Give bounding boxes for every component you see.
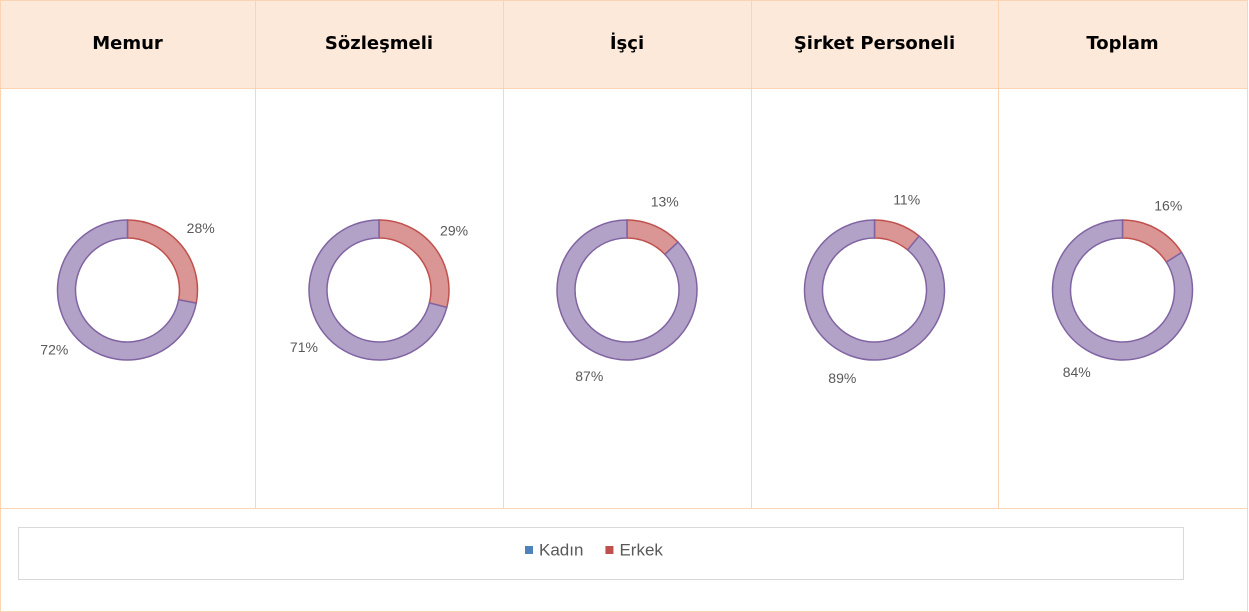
legend-label: Kadın [539,540,583,559]
chart-row [0,88,1248,509]
column-header: Şirket Personeli [794,33,955,54]
data-label: 16% [1154,197,1182,213]
data-label: 72% [40,341,68,357]
data-label: 89% [828,370,856,386]
donut-slice [1051,219,1194,361]
legend-label: Erkek [619,540,663,559]
data-label: 28% [187,220,215,236]
data-label: 84% [1063,364,1091,380]
column-header: Memur [92,33,163,54]
donut-slice [803,219,946,361]
column-header: İşçi [610,32,644,54]
data-label: 29% [440,222,468,238]
column-header: Toplam [1086,33,1158,54]
legend-box [18,527,1184,580]
data-label: 71% [290,339,318,355]
data-label: 87% [575,368,603,384]
donut-slice [56,219,198,361]
data-label: 11% [893,191,920,207]
donut-slice [308,219,448,361]
column-header: Sözleşmeli [325,33,433,54]
legend-marker [605,546,614,554]
donut-slice [556,219,698,361]
legend-marker [525,546,533,554]
data-label: 13% [651,194,679,210]
header-row [0,0,1248,89]
